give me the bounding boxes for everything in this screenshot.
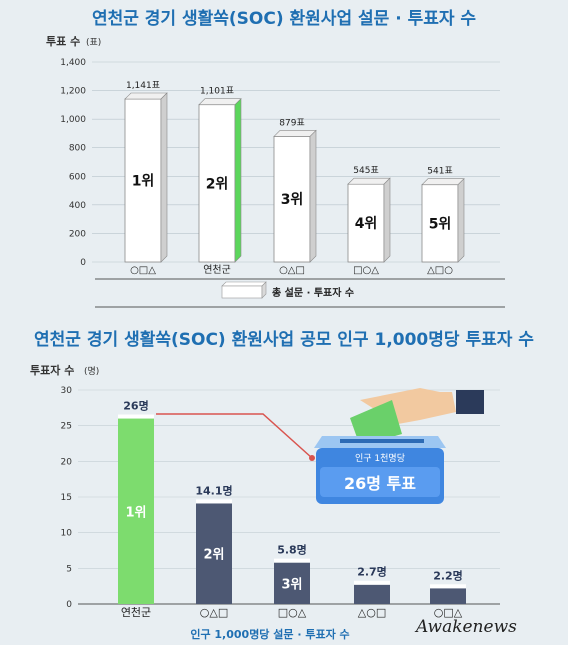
chart2-category-label: 연천군 (121, 605, 151, 619)
chart1-bar-top (198, 98, 242, 106)
chart1-rank-label: 1위 (132, 174, 155, 190)
chart1-bar-top (347, 177, 391, 185)
chart2-bar-group: 2.7명 △○□ (354, 565, 390, 619)
chart2-ytick-label: 25 (61, 422, 72, 432)
chart1-bar-side (234, 97, 242, 263)
chart1-rank-label: 4위 (355, 216, 378, 232)
chart1-legend-label: 총 설문 · 투표자 수 (272, 286, 354, 299)
chart2-ytick-label: 30 (61, 386, 73, 396)
callout-line2: 26명 투표 (344, 474, 416, 493)
callout-dot (309, 455, 315, 461)
chart2-bar (274, 562, 310, 604)
chart1-ytick-label: 1,000 (60, 115, 86, 125)
chart1-legend: 총 설문 · 투표자 수 (221, 281, 354, 299)
chart1-value-label: 541표 (427, 167, 452, 177)
chart1-bar (124, 98, 162, 263)
chart2-rank-label: 2위 (203, 548, 224, 563)
chart1-ylabel: 투표 수 (46, 35, 80, 48)
chart1-value-label: 1,101표 (200, 87, 234, 97)
chart1-bar-top (421, 178, 465, 186)
chart2-category-label: △○□ (358, 606, 386, 619)
chart1-bar-group: 879표 3위 ○△□ (273, 118, 317, 276)
chart1-bar-group: 1,141표 1위 ○□△ (124, 81, 168, 276)
chart1-category-label: ○□△ (130, 265, 156, 276)
chart1-bar (273, 136, 311, 263)
chart1-value-label: 879표 (279, 118, 304, 128)
chart1-rank-label: 3위 (281, 192, 304, 208)
chart2-bar-cap (196, 499, 232, 504)
chart2-ytick-label: 0 (66, 600, 72, 610)
chart2-ytick-label: 20 (61, 457, 73, 467)
chart2-ylabel: 투표자 수 (30, 363, 74, 377)
chart2-ytick-label: 5 (66, 564, 72, 574)
chart1-category-label: △□○ (427, 265, 453, 276)
chart1-value-label: 545표 (353, 166, 378, 176)
chart2-bar-cap (274, 558, 310, 563)
chart1-ytick-label: 400 (69, 201, 86, 211)
callout-line1: 인구 1천명당 (355, 453, 405, 464)
callout-connector (156, 413, 313, 459)
chart1-yunit: (표) (86, 38, 101, 48)
chart2-rank-label: 3위 (281, 577, 302, 592)
chart1-ytick-label: 600 (69, 172, 86, 182)
chart1-bar-top (273, 130, 317, 137)
chart2-bar (354, 584, 390, 604)
chart2-yunit: (명) (84, 366, 99, 377)
chart1-category-label: ○△□ (279, 265, 305, 276)
chart1-bar-side (160, 92, 168, 263)
chart2-value-label: 2.7명 (357, 565, 387, 579)
chart2-bar (118, 418, 154, 604)
chart1-ytick-label: 800 (69, 144, 86, 154)
awakenews-logo: Awakenews (414, 617, 517, 637)
chart1-bar-group: 545표 4위 □○△ (347, 166, 391, 276)
chart2-value-label: 26명 (123, 399, 148, 413)
chart2-bar-group: 5.8명 3위 □○△ (274, 543, 310, 619)
chart2-bar-group: 14.1명 2위 ○△□ (195, 483, 232, 619)
chart2-ytick-label: 15 (61, 493, 72, 503)
chart1-ytick-label: 1,200 (60, 87, 86, 97)
chart1-ytick-label: 1,400 (60, 58, 86, 68)
chart1-title: 연천군 경기 생활쏙(SOC) 환원사업 설문 · 투표자 수 (92, 8, 476, 29)
chart1-category-label: □○△ (353, 265, 379, 276)
chart1-ytick-label: 200 (69, 229, 86, 239)
chart2-value-label: 5.8명 (277, 543, 307, 557)
chart1-bar-group: 541표 5위 △□○ (421, 167, 465, 276)
chart1-category-label: 연천군 (203, 264, 231, 276)
chart1-value-label: 1,141표 (126, 81, 160, 91)
chart1-bar-top (124, 92, 168, 100)
chart1-rank-label: 2위 (206, 176, 229, 192)
chart2-category-label: ○□△ (434, 606, 463, 619)
chart1-bar (198, 104, 236, 263)
chart2-category-label: □○△ (278, 606, 307, 619)
chart2-bar-cap (118, 414, 154, 419)
chart2-rank-label: 1위 (125, 505, 146, 520)
chart2-bar-cap (354, 580, 390, 585)
chart2-bar-cap (430, 584, 466, 589)
chart2-bar (430, 588, 466, 604)
chart1-bar-side (383, 177, 391, 263)
chart2-title: 연천군 경기 생활쏙(SOC) 환원사업 공모 인구 1,000명당 투표자 수 (34, 329, 534, 350)
chart2-value-label: 14.1명 (195, 483, 232, 497)
chart2-bar (196, 503, 232, 604)
chart2-value-label: 2.2명 (433, 568, 463, 582)
chart2-category-label: ○△□ (200, 606, 228, 619)
ballot-box-illustration: 인구 1천명당 26명 투표 (314, 388, 484, 504)
chart2-bar-group: 2.2명 ○□△ (430, 568, 466, 619)
chart1-bar-side (457, 177, 465, 263)
chart1-bar (347, 183, 385, 263)
chart2-xlabel: 인구 1,000명당 설문 · 투표자 수 (190, 627, 349, 641)
chart1-bar-side (309, 129, 317, 263)
chart2-ytick-label: 10 (61, 529, 73, 539)
chart1-rank-label: 5위 (429, 216, 452, 232)
chart1-ytick-label: 0 (80, 258, 86, 268)
